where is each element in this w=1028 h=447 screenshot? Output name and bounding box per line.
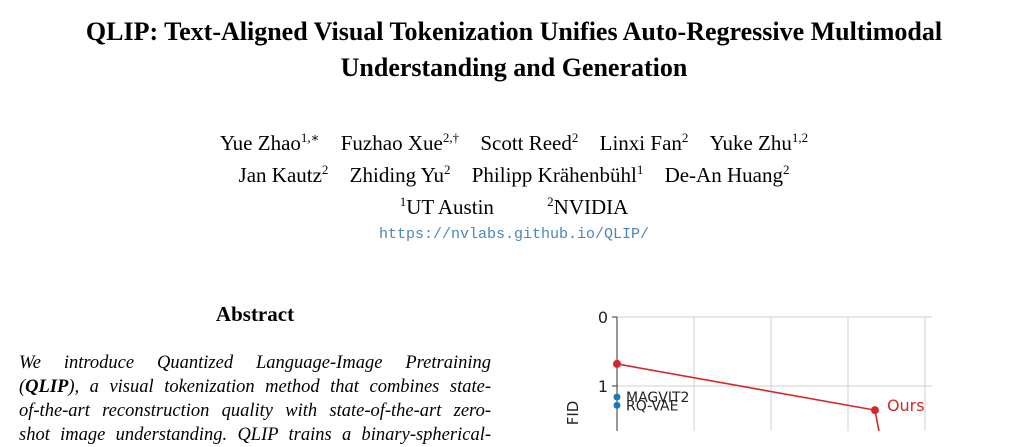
data-point-baseline — [613, 401, 621, 409]
author-name: Linxi Fan2 — [599, 130, 689, 155]
project-url-link[interactable]: https://nvlabs.github.io/QLIP/ — [378, 226, 650, 243]
baseline-label: RQ-VAE — [626, 398, 678, 414]
author-name: Yue Zhao1,∗ — [219, 130, 320, 155]
author-name: Zhiding Yu2 — [349, 162, 451, 187]
abstract-line: shot image understanding. QLIP trains a … — [19, 425, 491, 445]
paper-title: QLIP: Text-Aligned Visual Tokenization U… — [0, 14, 1028, 86]
author-name: Yuke Zhu1,2 — [709, 130, 809, 155]
teaser-chart: 0 1 FID Ours MAGVIT2 RQ-VAE — [550, 300, 970, 431]
abstract-line: We introduce Quantized Language-Image Pr… — [19, 353, 491, 373]
affiliation: 1UT Austin — [399, 194, 494, 219]
y-axis-label: FID — [564, 401, 582, 426]
data-point-baseline — [613, 393, 621, 401]
author-name: Philipp Krähenbühl1 — [471, 162, 644, 187]
title-line-2: Understanding and Generation — [340, 53, 688, 82]
title-line-1: QLIP: Text-Aligned Visual Tokenization U… — [85, 17, 943, 46]
series-label-ours: Ours — [887, 396, 925, 415]
data-point-ours — [870, 406, 879, 415]
author-name: Fuzhao Xue2,† — [340, 130, 460, 155]
abstract-line: (QLIP), a visual tokenization method tha… — [19, 377, 491, 397]
baseline-label: MAGVIT2 — [626, 390, 689, 406]
affiliation-row: 1UT Austin 2NVIDIA — [0, 191, 1028, 223]
y-tick-label: 1 — [598, 377, 608, 396]
series-line-ours — [616, 363, 876, 411]
author-name: Scott Reed2 — [480, 130, 579, 155]
author-row-1: Yue Zhao1,∗ Fuzhao Xue2,† Scott Reed2 Li… — [0, 127, 1028, 159]
y-tick-label: 0 — [598, 308, 608, 327]
author-name: Jan Kautz2 — [238, 162, 329, 187]
abstract-heading: Abstract — [215, 302, 295, 326]
author-name: De-An Huang2 — [664, 162, 790, 187]
abstract-text: We introduce Quantized Language-Image Pr… — [19, 351, 491, 447]
affiliation: 2NVIDIA — [547, 194, 629, 219]
author-block: Yue Zhao1,∗ Fuzhao Xue2,† Scott Reed2 Li… — [0, 127, 1028, 223]
abstract-line: of-the-art reconstruction quality with s… — [19, 401, 491, 421]
author-row-2: Jan Kautz2 Zhiding Yu2 Philipp Krähenbüh… — [0, 159, 1028, 191]
qlip-acronym: QLIP — [25, 377, 69, 397]
data-point-ours — [613, 359, 621, 368]
